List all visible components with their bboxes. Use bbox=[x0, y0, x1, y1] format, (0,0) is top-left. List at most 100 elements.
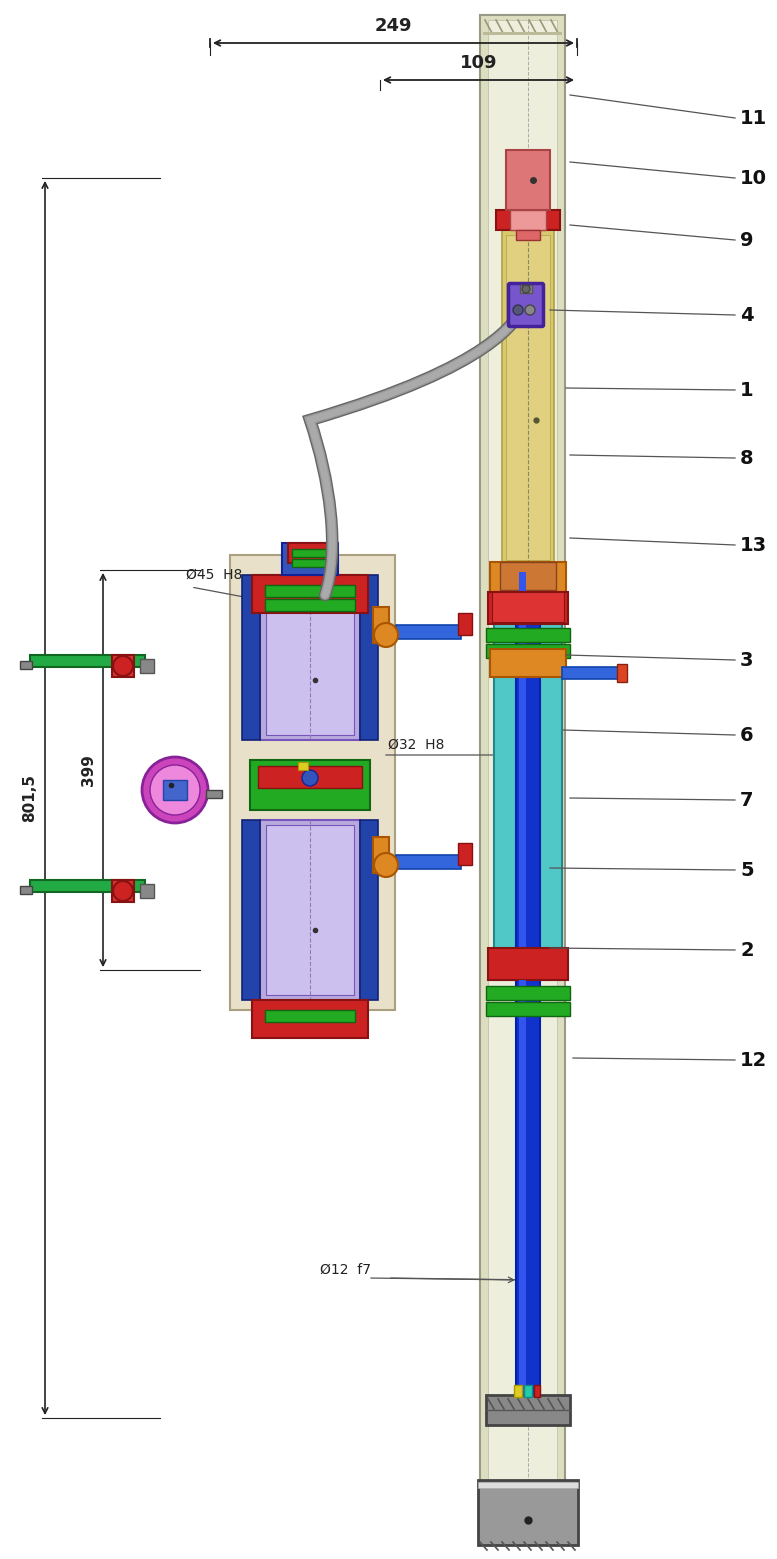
Bar bbox=[562, 667, 622, 680]
Bar bbox=[112, 879, 134, 903]
Text: 2: 2 bbox=[740, 940, 754, 959]
Bar bbox=[488, 592, 568, 624]
Bar bbox=[20, 886, 32, 893]
Bar bbox=[617, 664, 627, 681]
Bar bbox=[486, 628, 570, 642]
Circle shape bbox=[374, 853, 398, 878]
Bar bbox=[516, 572, 540, 970]
Text: Ø45  H8: Ø45 H8 bbox=[186, 567, 242, 582]
Bar bbox=[266, 825, 354, 995]
Bar bbox=[163, 780, 187, 800]
Bar bbox=[292, 560, 328, 567]
Bar bbox=[519, 572, 526, 970]
Bar bbox=[486, 1395, 570, 1425]
Bar bbox=[520, 285, 532, 293]
Bar bbox=[488, 948, 568, 981]
Bar bbox=[230, 555, 395, 1010]
Bar bbox=[373, 606, 389, 642]
Bar bbox=[360, 575, 378, 741]
Circle shape bbox=[513, 306, 523, 315]
Text: 801,5: 801,5 bbox=[23, 773, 37, 822]
Bar bbox=[292, 549, 328, 557]
Text: 1: 1 bbox=[740, 380, 754, 399]
Text: 109: 109 bbox=[460, 55, 497, 72]
Bar bbox=[486, 985, 570, 999]
Bar bbox=[483, 33, 562, 34]
Circle shape bbox=[525, 306, 535, 315]
Circle shape bbox=[522, 285, 530, 293]
Bar bbox=[514, 1384, 522, 1397]
Text: 3: 3 bbox=[740, 650, 754, 669]
Text: 13: 13 bbox=[740, 535, 767, 555]
Text: Ø12  f7: Ø12 f7 bbox=[320, 1263, 371, 1277]
Bar bbox=[510, 210, 546, 231]
Bar bbox=[478, 1483, 578, 1487]
Bar bbox=[258, 765, 362, 787]
Bar bbox=[140, 884, 154, 898]
Text: 5: 5 bbox=[740, 861, 754, 879]
Bar bbox=[242, 575, 260, 741]
Circle shape bbox=[302, 770, 318, 786]
Bar bbox=[266, 580, 354, 734]
Bar bbox=[30, 879, 145, 892]
Bar bbox=[396, 854, 461, 868]
Circle shape bbox=[150, 765, 200, 815]
Text: 4: 4 bbox=[740, 306, 754, 324]
Text: 12: 12 bbox=[740, 1051, 767, 1069]
Text: Ø32  H8: Ø32 H8 bbox=[388, 737, 444, 751]
Text: 9: 9 bbox=[740, 231, 754, 249]
Bar bbox=[458, 843, 472, 865]
Text: 7: 7 bbox=[740, 790, 754, 809]
Bar bbox=[360, 820, 378, 999]
Bar bbox=[486, 1002, 570, 1016]
Bar bbox=[490, 649, 566, 677]
Circle shape bbox=[374, 624, 398, 647]
Bar bbox=[282, 543, 338, 575]
FancyBboxPatch shape bbox=[508, 284, 543, 326]
Bar bbox=[524, 1384, 532, 1397]
Circle shape bbox=[113, 656, 133, 677]
Text: 11: 11 bbox=[740, 109, 767, 128]
Bar bbox=[496, 210, 560, 231]
Bar bbox=[140, 659, 154, 673]
Text: 249: 249 bbox=[375, 17, 413, 34]
Bar bbox=[502, 231, 554, 564]
Bar bbox=[500, 561, 556, 589]
Bar bbox=[486, 644, 570, 658]
Bar bbox=[492, 592, 564, 622]
Bar bbox=[519, 981, 526, 1395]
Bar bbox=[112, 655, 134, 677]
Bar bbox=[506, 150, 550, 210]
Circle shape bbox=[142, 758, 208, 823]
Bar bbox=[252, 999, 368, 1038]
Bar bbox=[490, 561, 566, 592]
Bar bbox=[288, 543, 332, 563]
Bar bbox=[534, 1384, 540, 1397]
Bar bbox=[30, 655, 145, 667]
Bar bbox=[260, 575, 360, 741]
Bar bbox=[516, 231, 540, 240]
Bar bbox=[396, 625, 461, 639]
Bar bbox=[373, 837, 389, 873]
Text: 8: 8 bbox=[740, 449, 754, 468]
Bar bbox=[265, 585, 355, 597]
Text: 10: 10 bbox=[740, 168, 767, 187]
Bar bbox=[506, 235, 550, 560]
Bar bbox=[20, 661, 32, 669]
Bar bbox=[458, 613, 472, 635]
Bar bbox=[480, 16, 565, 1540]
Bar bbox=[494, 592, 562, 981]
Bar bbox=[488, 20, 557, 1536]
Bar bbox=[298, 762, 308, 770]
Text: 6: 6 bbox=[740, 725, 754, 745]
Bar bbox=[265, 599, 355, 611]
Bar bbox=[516, 981, 540, 1395]
Bar bbox=[206, 790, 222, 798]
Circle shape bbox=[113, 881, 133, 901]
Bar bbox=[265, 1010, 355, 1023]
Bar bbox=[478, 1479, 578, 1545]
Bar bbox=[250, 759, 370, 811]
Text: 399: 399 bbox=[82, 755, 96, 786]
Bar bbox=[242, 820, 260, 999]
Bar bbox=[252, 575, 368, 613]
